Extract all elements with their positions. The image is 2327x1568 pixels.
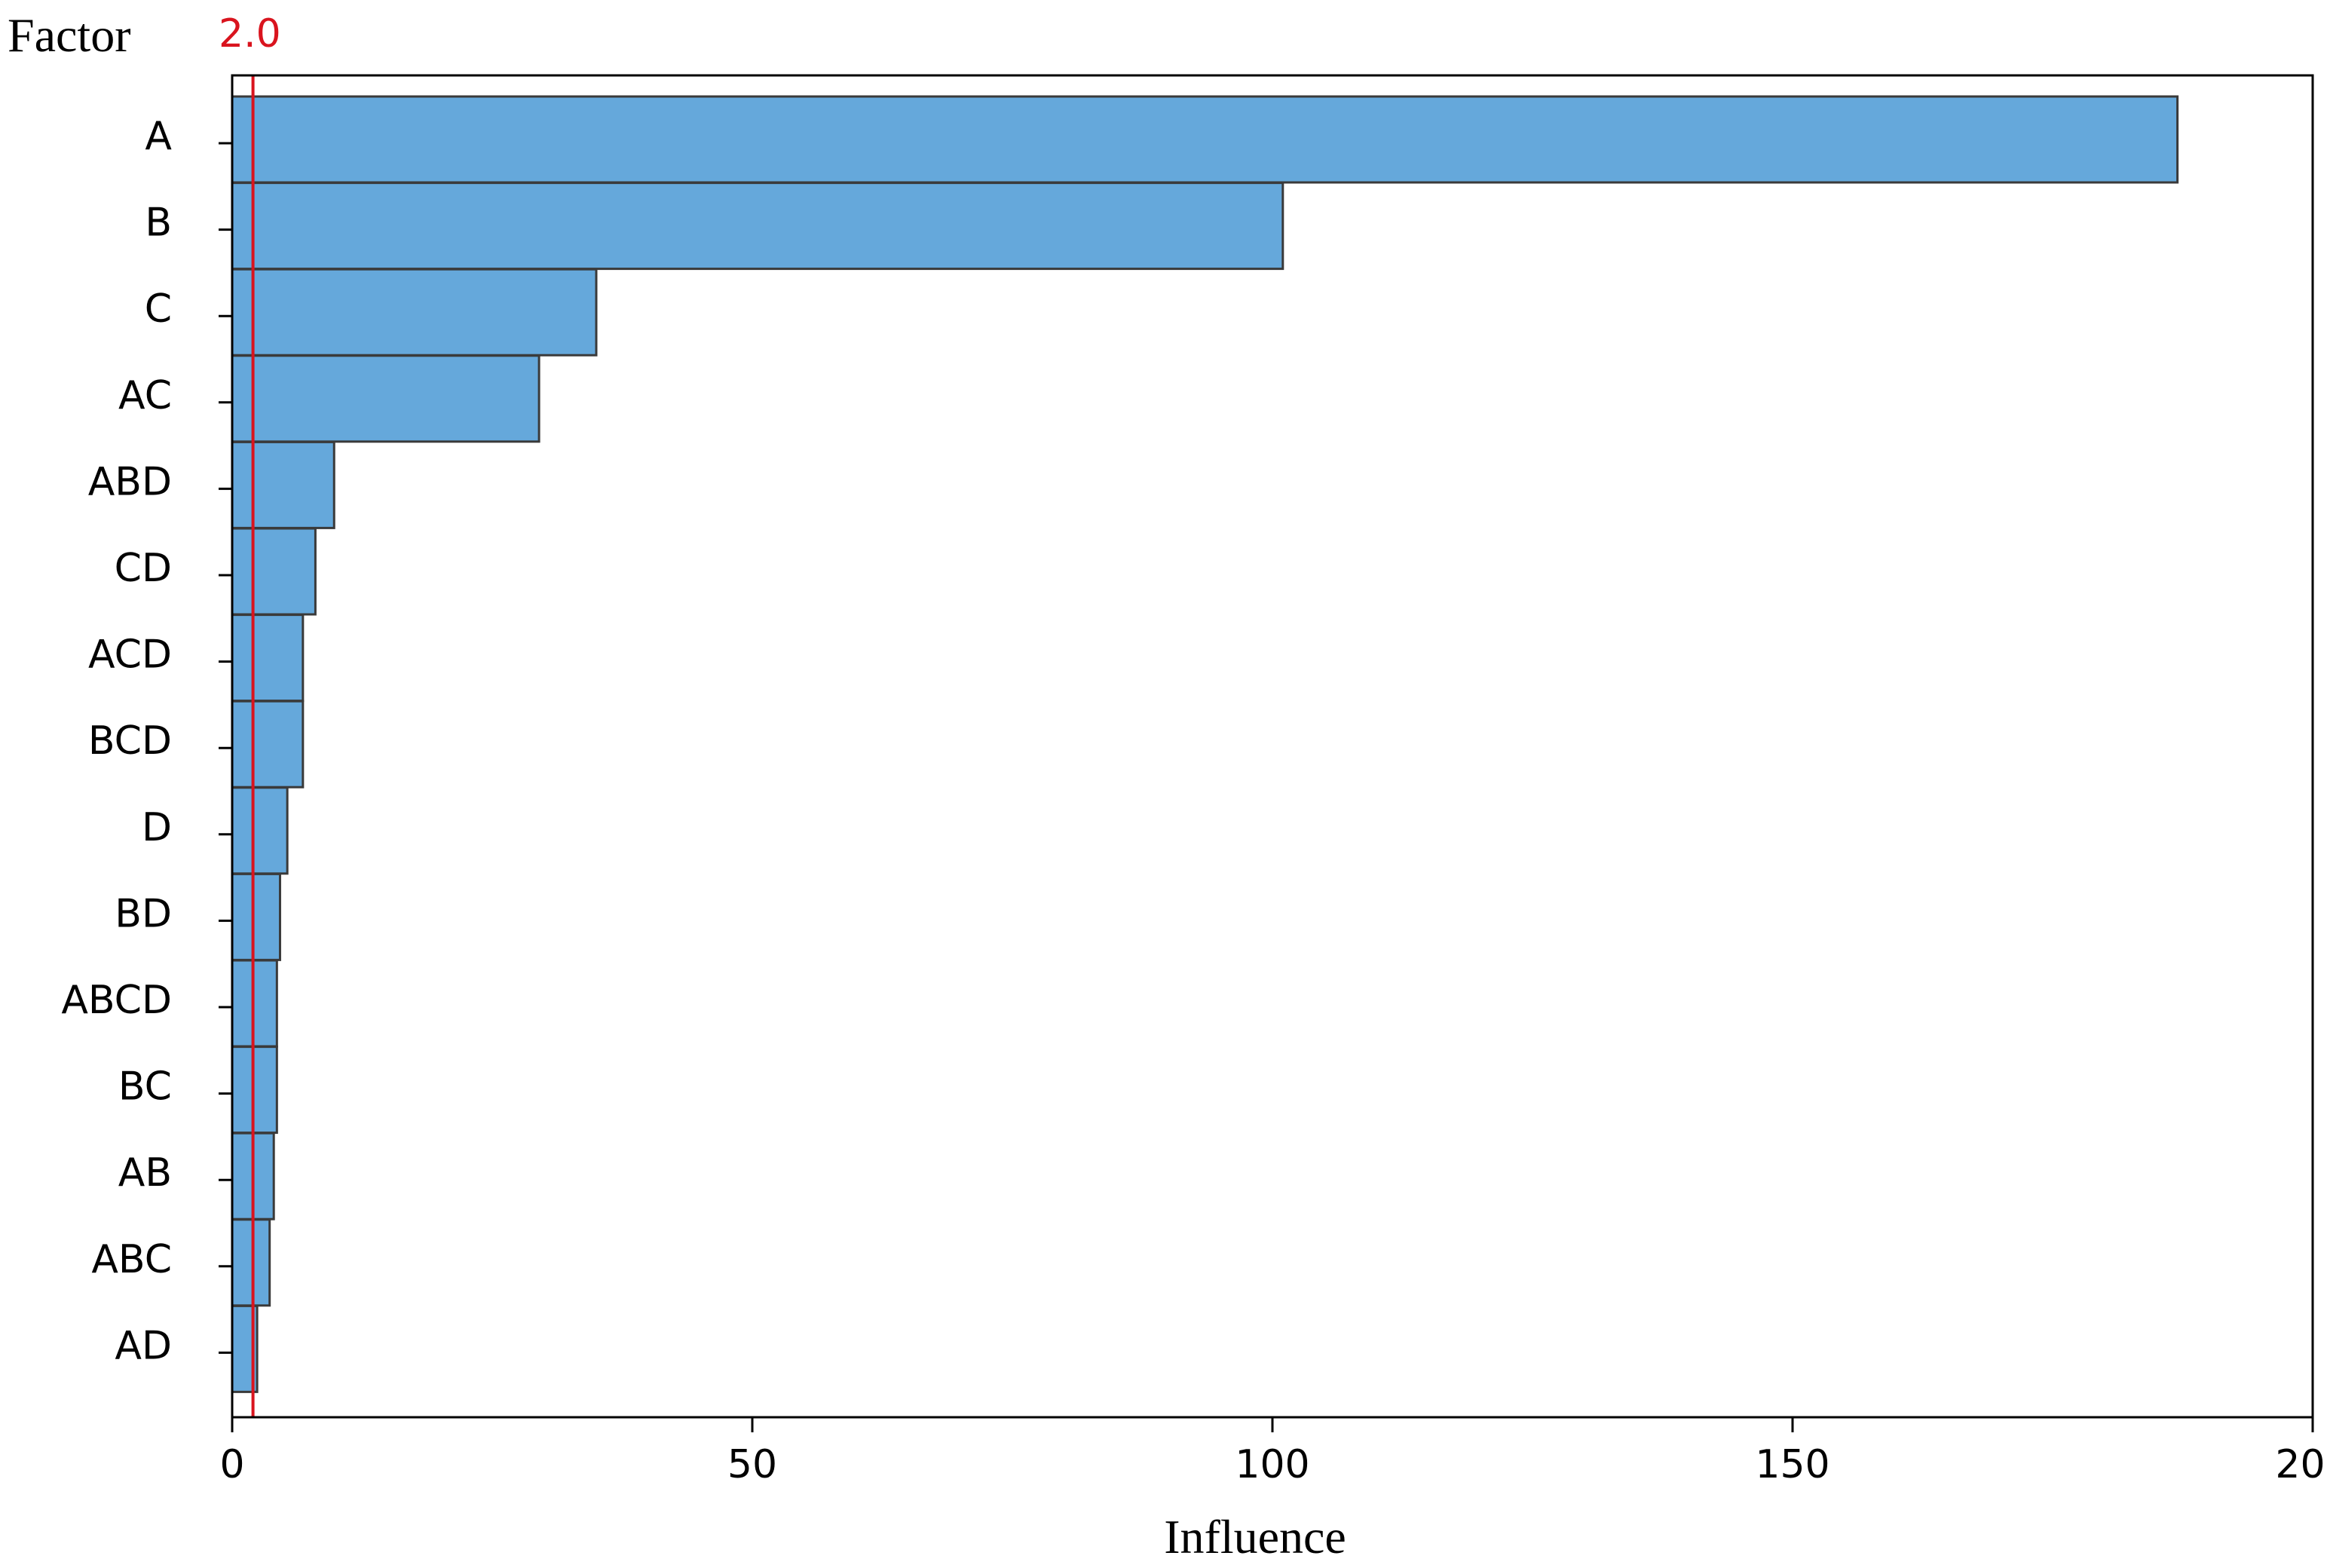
y-tick-label-ac: AC bbox=[118, 373, 172, 418]
x-tick-label-50: 50 bbox=[727, 1442, 777, 1487]
y-tick-label-ab: AB bbox=[118, 1150, 172, 1196]
y-tick-label-abcd: ABCD bbox=[61, 978, 172, 1023]
bar-bc bbox=[231, 1046, 278, 1135]
y-tick-label-abd: ABD bbox=[88, 459, 172, 504]
y-tick-label-bc: BC bbox=[118, 1064, 172, 1110]
y-tick-label-ad: AD bbox=[115, 1323, 172, 1368]
bar-acd bbox=[231, 614, 305, 703]
y-tick-label-abc: ABC bbox=[91, 1237, 172, 1282]
y-tick-label-c: C bbox=[145, 286, 172, 332]
y-tick-label-d: D bbox=[142, 805, 172, 850]
x-tick-label-150: 150 bbox=[1755, 1442, 1829, 1487]
reference-line-label: 2.0 bbox=[219, 11, 281, 57]
y-tick-label-acd: ACD bbox=[88, 632, 172, 678]
bar-cd bbox=[231, 527, 317, 616]
bar-a bbox=[231, 95, 2179, 184]
y-tick-label-bd: BD bbox=[115, 891, 172, 936]
y-axis-title: Factor bbox=[8, 8, 131, 62]
bar-bcd bbox=[231, 700, 305, 789]
y-tick-label-b: B bbox=[145, 201, 172, 246]
bar-abcd bbox=[231, 959, 278, 1048]
y-tick-label-cd: CD bbox=[115, 546, 172, 591]
x-tick-label-200: 200 bbox=[2275, 1442, 2327, 1487]
bar-b bbox=[231, 182, 1284, 271]
y-tick-label-a: A bbox=[145, 114, 172, 159]
bar-bd bbox=[231, 872, 281, 961]
bar-c bbox=[231, 268, 598, 357]
bar-abd bbox=[231, 440, 335, 529]
x-tick-label-0: 0 bbox=[219, 1442, 244, 1487]
bars-group bbox=[231, 95, 2179, 1393]
y-tick-label-bcd: BCD bbox=[88, 718, 172, 764]
x-axis-title: Influence bbox=[1164, 1510, 1346, 1563]
bar-abc bbox=[231, 1218, 271, 1307]
x-tick-label-100: 100 bbox=[1235, 1442, 1309, 1487]
bar-ac bbox=[231, 354, 540, 443]
x-ticks-group: 0 50 100 150 200 bbox=[219, 1417, 2327, 1487]
bar-d bbox=[231, 786, 289, 875]
